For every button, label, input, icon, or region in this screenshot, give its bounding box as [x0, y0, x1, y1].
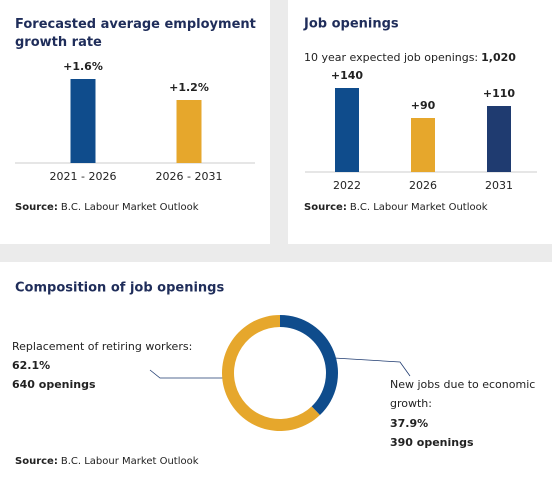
source-text: B.C. Labour Market Outlook	[61, 202, 199, 213]
source: Source: B.C. Labour Market Outlook	[15, 456, 199, 467]
leader-line	[333, 357, 411, 377]
x-tick-label: 2026 - 2031	[156, 170, 223, 183]
title-line: growth rate	[15, 35, 102, 50]
subtitle-text: 10 year expected job openings:	[304, 51, 478, 64]
value-label: +90	[411, 99, 436, 112]
source-text: B.C. Labour Market Outlook	[350, 202, 488, 213]
panel	[0, 0, 270, 244]
subtitle: 10 year expected job openings: 1,020	[304, 51, 516, 64]
slice-value: 37.9%	[390, 417, 428, 430]
source-label: Source:	[15, 202, 58, 213]
slice-label: Replacement of retiring workers:	[12, 340, 192, 353]
donut-slice	[280, 315, 338, 416]
bar	[335, 88, 359, 172]
value-label: +140	[331, 69, 364, 82]
slice-count: 640 openings	[12, 378, 96, 391]
slice-count: 390 openings	[390, 436, 474, 449]
bar	[487, 106, 511, 172]
source-text: B.C. Labour Market Outlook	[61, 456, 199, 467]
slice-label-line: New jobs due to economic	[390, 378, 535, 391]
value-label: +110	[483, 87, 516, 100]
bar	[411, 118, 435, 172]
chart-title: Forecasted average employment growth rate	[15, 17, 256, 50]
chart-title: Job openings	[303, 17, 399, 32]
leader-line	[149, 369, 228, 379]
total: 1,020	[481, 51, 516, 64]
bar	[70, 79, 96, 163]
source: Source: B.C. Labour Market Outlook	[15, 202, 199, 213]
value-label: +1.2%	[169, 81, 209, 94]
slice-label-line: growth:	[390, 397, 432, 410]
source: Source: B.C. Labour Market Outlook	[304, 202, 488, 213]
source-label: Source:	[304, 202, 347, 213]
value-label: +1.6%	[63, 60, 103, 73]
title-line: Forecasted average employment	[15, 17, 256, 32]
x-tick-label: 2021 - 2026	[50, 170, 117, 183]
slice-value: 62.1%	[12, 359, 50, 372]
bar	[176, 100, 202, 163]
x-tick-label: 2026	[409, 179, 437, 192]
donut-slice	[221, 315, 320, 432]
slice-label: New jobs due to economic growth:	[390, 378, 535, 410]
panel	[0, 262, 552, 482]
x-tick-label: 2022	[333, 179, 361, 192]
source-label: Source:	[15, 456, 58, 467]
chart-title: Composition of job openings	[15, 281, 224, 296]
x-tick-label: 2031	[485, 179, 513, 192]
